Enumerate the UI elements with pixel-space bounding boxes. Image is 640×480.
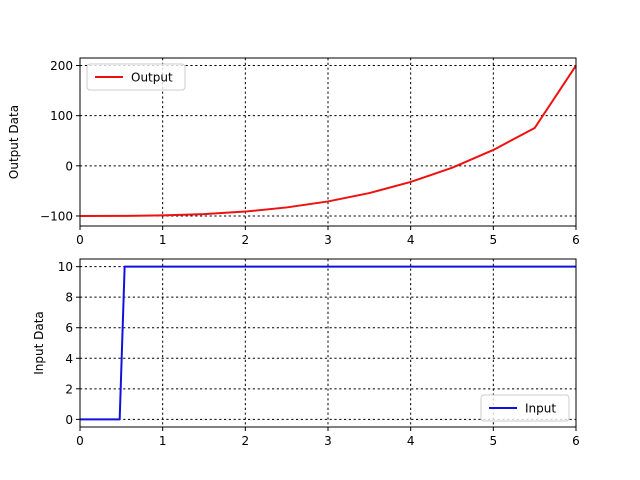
legend-label: Input [525,402,556,416]
x-tick-label: 3 [324,233,332,247]
y-tick-label: 6 [65,321,73,335]
y-tick-label: 4 [65,352,73,366]
y-axis-label: Input Data [32,311,46,375]
legend-box [480,394,570,422]
x-tick-label: 0 [76,233,84,247]
x-tick-label: 6 [572,434,580,448]
legend: Input [480,394,570,422]
y-tick-label: 0 [65,159,73,173]
y-axis-label: Output Data [7,105,21,179]
x-tick-label: 5 [490,233,498,247]
y-tick-label: 10 [58,260,73,274]
y-tick-label: −100 [40,209,73,223]
y-tick-label: 100 [50,109,73,123]
chart-panel-2: 0 1 2 3 4 5 6 0 2 4 6 8 10 Input Data Input [32,258,580,448]
series-line-input [80,265,576,421]
x-tick-label: 2 [242,233,250,247]
x-tick-label: 1 [159,233,167,247]
legend-label: Output [131,71,173,85]
x-tick-label: 0 [76,434,84,448]
series-line-output [79,64,577,217]
y-tick-label: 2 [65,382,73,396]
legend: Output [86,63,186,91]
x-tick-label: 1 [159,434,167,448]
legend-box [86,63,186,91]
x-tick-label: 3 [324,434,332,448]
y-tick-label: 200 [50,59,73,73]
x-tick-label: 4 [407,434,415,448]
x-tick-label: 5 [490,434,498,448]
x-tick-label: 2 [242,434,250,448]
x-tick-label: 6 [572,233,580,247]
y-tick-label: 8 [65,291,73,305]
x-tick-label: 4 [407,233,415,247]
y-tick-label: 0 [65,413,73,427]
